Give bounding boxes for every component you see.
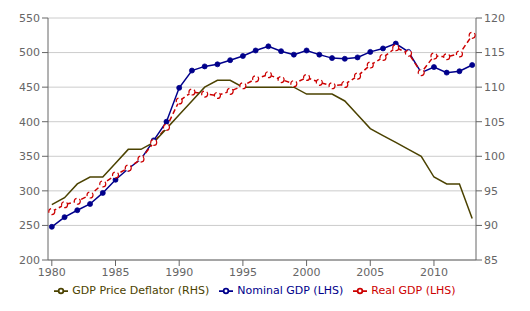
svg-text:90: 90 (484, 219, 498, 232)
svg-text:350: 350 (19, 150, 40, 163)
svg-text:100: 100 (484, 150, 505, 163)
svg-text:120: 120 (484, 12, 505, 25)
svg-text:2005: 2005 (356, 266, 384, 279)
html-text:GDP Price Deflator (RHS): GDP Price Deflator (RHS) (72, 284, 210, 297)
svg-text:500: 500 (19, 46, 40, 59)
svg-text:2010: 2010 (420, 266, 448, 279)
svg-text:1985: 1985 (102, 266, 130, 279)
svg-text:85: 85 (484, 254, 498, 267)
svg-text:110: 110 (484, 81, 505, 94)
svg-text:550: 550 (19, 12, 40, 25)
svg-text:105: 105 (484, 116, 505, 129)
svg-text:95: 95 (484, 185, 498, 198)
svg-text:2000: 2000 (293, 266, 321, 279)
html-text:Nominal GDP (LHS): Nominal GDP (LHS) (237, 284, 344, 297)
svg-text:115: 115 (484, 46, 505, 59)
svg-text:300: 300 (19, 185, 40, 198)
svg-text:1990: 1990 (165, 266, 193, 279)
svg-text:1995: 1995 (229, 266, 257, 279)
svg-text:450: 450 (19, 81, 40, 94)
svg-text:200: 200 (19, 254, 40, 267)
svg-text:1980: 1980 (38, 266, 66, 279)
html-text:Real GDP (LHS): Real GDP (LHS) (371, 284, 456, 297)
svg-text:400: 400 (19, 116, 40, 129)
svg-text:250: 250 (19, 219, 40, 232)
